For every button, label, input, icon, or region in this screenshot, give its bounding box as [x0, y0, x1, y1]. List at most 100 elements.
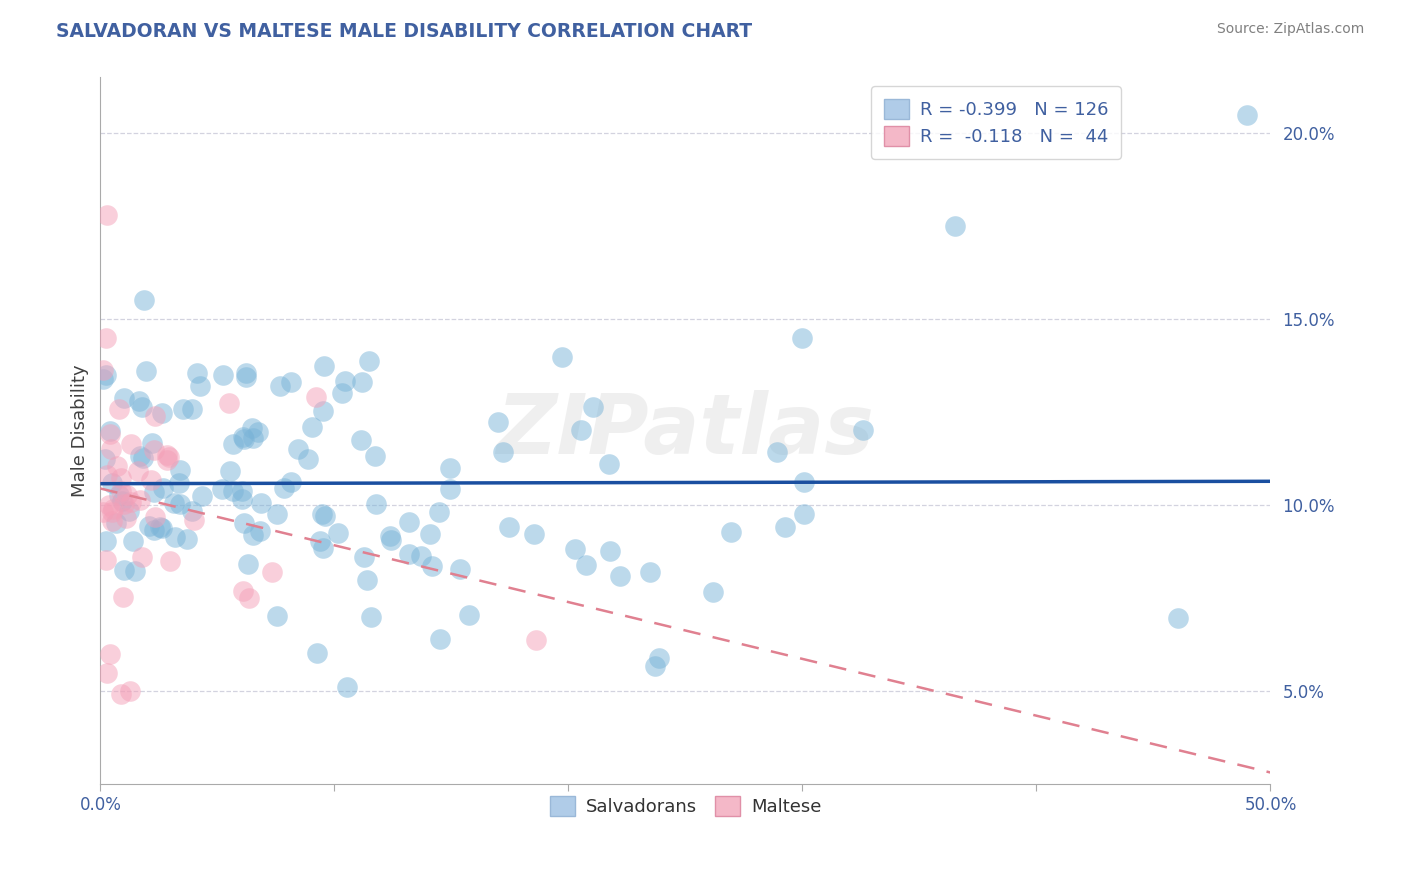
Point	[222, 483, 245, 498]
Point	[120, 437, 142, 451]
Point	[163, 496, 186, 510]
Point	[108, 488, 131, 502]
Point	[280, 375, 302, 389]
Point	[115, 511, 138, 525]
Point	[249, 524, 271, 539]
Point	[94, 331, 117, 345]
Point	[328, 526, 350, 541]
Point	[287, 442, 309, 456]
Point	[172, 402, 194, 417]
Point	[582, 400, 605, 414]
Point	[96, 208, 118, 222]
Point	[458, 608, 481, 623]
Point	[141, 473, 163, 487]
Point	[238, 591, 260, 606]
Point	[110, 687, 132, 701]
Point	[157, 450, 180, 465]
Point	[112, 391, 135, 405]
Point	[98, 424, 121, 438]
Point	[128, 393, 150, 408]
Point	[523, 527, 546, 541]
Point	[186, 367, 208, 381]
Point	[98, 647, 121, 661]
Point	[105, 516, 128, 530]
Point	[188, 379, 211, 393]
Point	[103, 502, 125, 516]
Point	[792, 331, 814, 345]
Point	[143, 409, 166, 423]
Point	[439, 460, 461, 475]
Text: Source: ZipAtlas.com: Source: ZipAtlas.com	[1216, 22, 1364, 37]
Point	[100, 442, 122, 457]
Point	[350, 375, 373, 389]
Point	[575, 558, 598, 573]
Point	[269, 378, 291, 392]
Point	[360, 609, 382, 624]
Point	[240, 421, 263, 435]
Point	[143, 523, 166, 537]
Point	[364, 497, 387, 511]
Point	[309, 533, 332, 548]
Point	[150, 521, 173, 535]
Point	[134, 293, 156, 308]
Point	[96, 468, 118, 483]
Point	[498, 520, 520, 534]
Point	[156, 449, 179, 463]
Point	[644, 658, 666, 673]
Point	[101, 514, 124, 528]
Y-axis label: Male Disability: Male Disability	[72, 365, 89, 497]
Point	[115, 488, 138, 502]
Point	[943, 219, 966, 234]
Point	[398, 515, 420, 529]
Point	[118, 684, 141, 698]
Point	[297, 452, 319, 467]
Point	[138, 519, 160, 533]
Point	[551, 351, 574, 365]
Point	[156, 452, 179, 467]
Point	[129, 492, 152, 507]
Point	[305, 390, 328, 404]
Text: SALVADORAN VS MALTESE MALE DISABILITY CORRELATION CHART: SALVADORAN VS MALTESE MALE DISABILITY CO…	[56, 22, 752, 41]
Point	[380, 533, 402, 548]
Point	[91, 372, 114, 386]
Point	[231, 492, 253, 507]
Point	[398, 547, 420, 561]
Point	[132, 450, 155, 465]
Point	[93, 452, 115, 467]
Point	[222, 436, 245, 450]
Point	[598, 457, 620, 471]
Point	[765, 445, 787, 459]
Point	[232, 430, 254, 444]
Point	[91, 505, 114, 519]
Point	[266, 507, 288, 521]
Point	[128, 449, 150, 463]
Point	[439, 483, 461, 497]
Point	[233, 432, 256, 446]
Point	[169, 475, 191, 490]
Point	[235, 366, 257, 380]
Point	[609, 568, 631, 582]
Point	[273, 482, 295, 496]
Point	[359, 353, 381, 368]
Point	[233, 516, 256, 530]
Point	[335, 374, 357, 388]
Point	[242, 528, 264, 542]
Point	[380, 529, 402, 543]
Point	[492, 444, 515, 458]
Point	[235, 370, 257, 384]
Point	[335, 681, 357, 695]
Point	[145, 510, 167, 524]
Point	[143, 485, 166, 500]
Point	[852, 423, 875, 437]
Point	[793, 507, 815, 521]
Point	[135, 364, 157, 378]
Point	[112, 497, 135, 511]
Point	[191, 489, 214, 503]
Point	[250, 496, 273, 510]
Point	[105, 458, 128, 473]
Point	[127, 464, 149, 478]
Point	[181, 504, 204, 518]
Point	[232, 584, 254, 599]
Point	[94, 534, 117, 549]
Point	[169, 463, 191, 477]
